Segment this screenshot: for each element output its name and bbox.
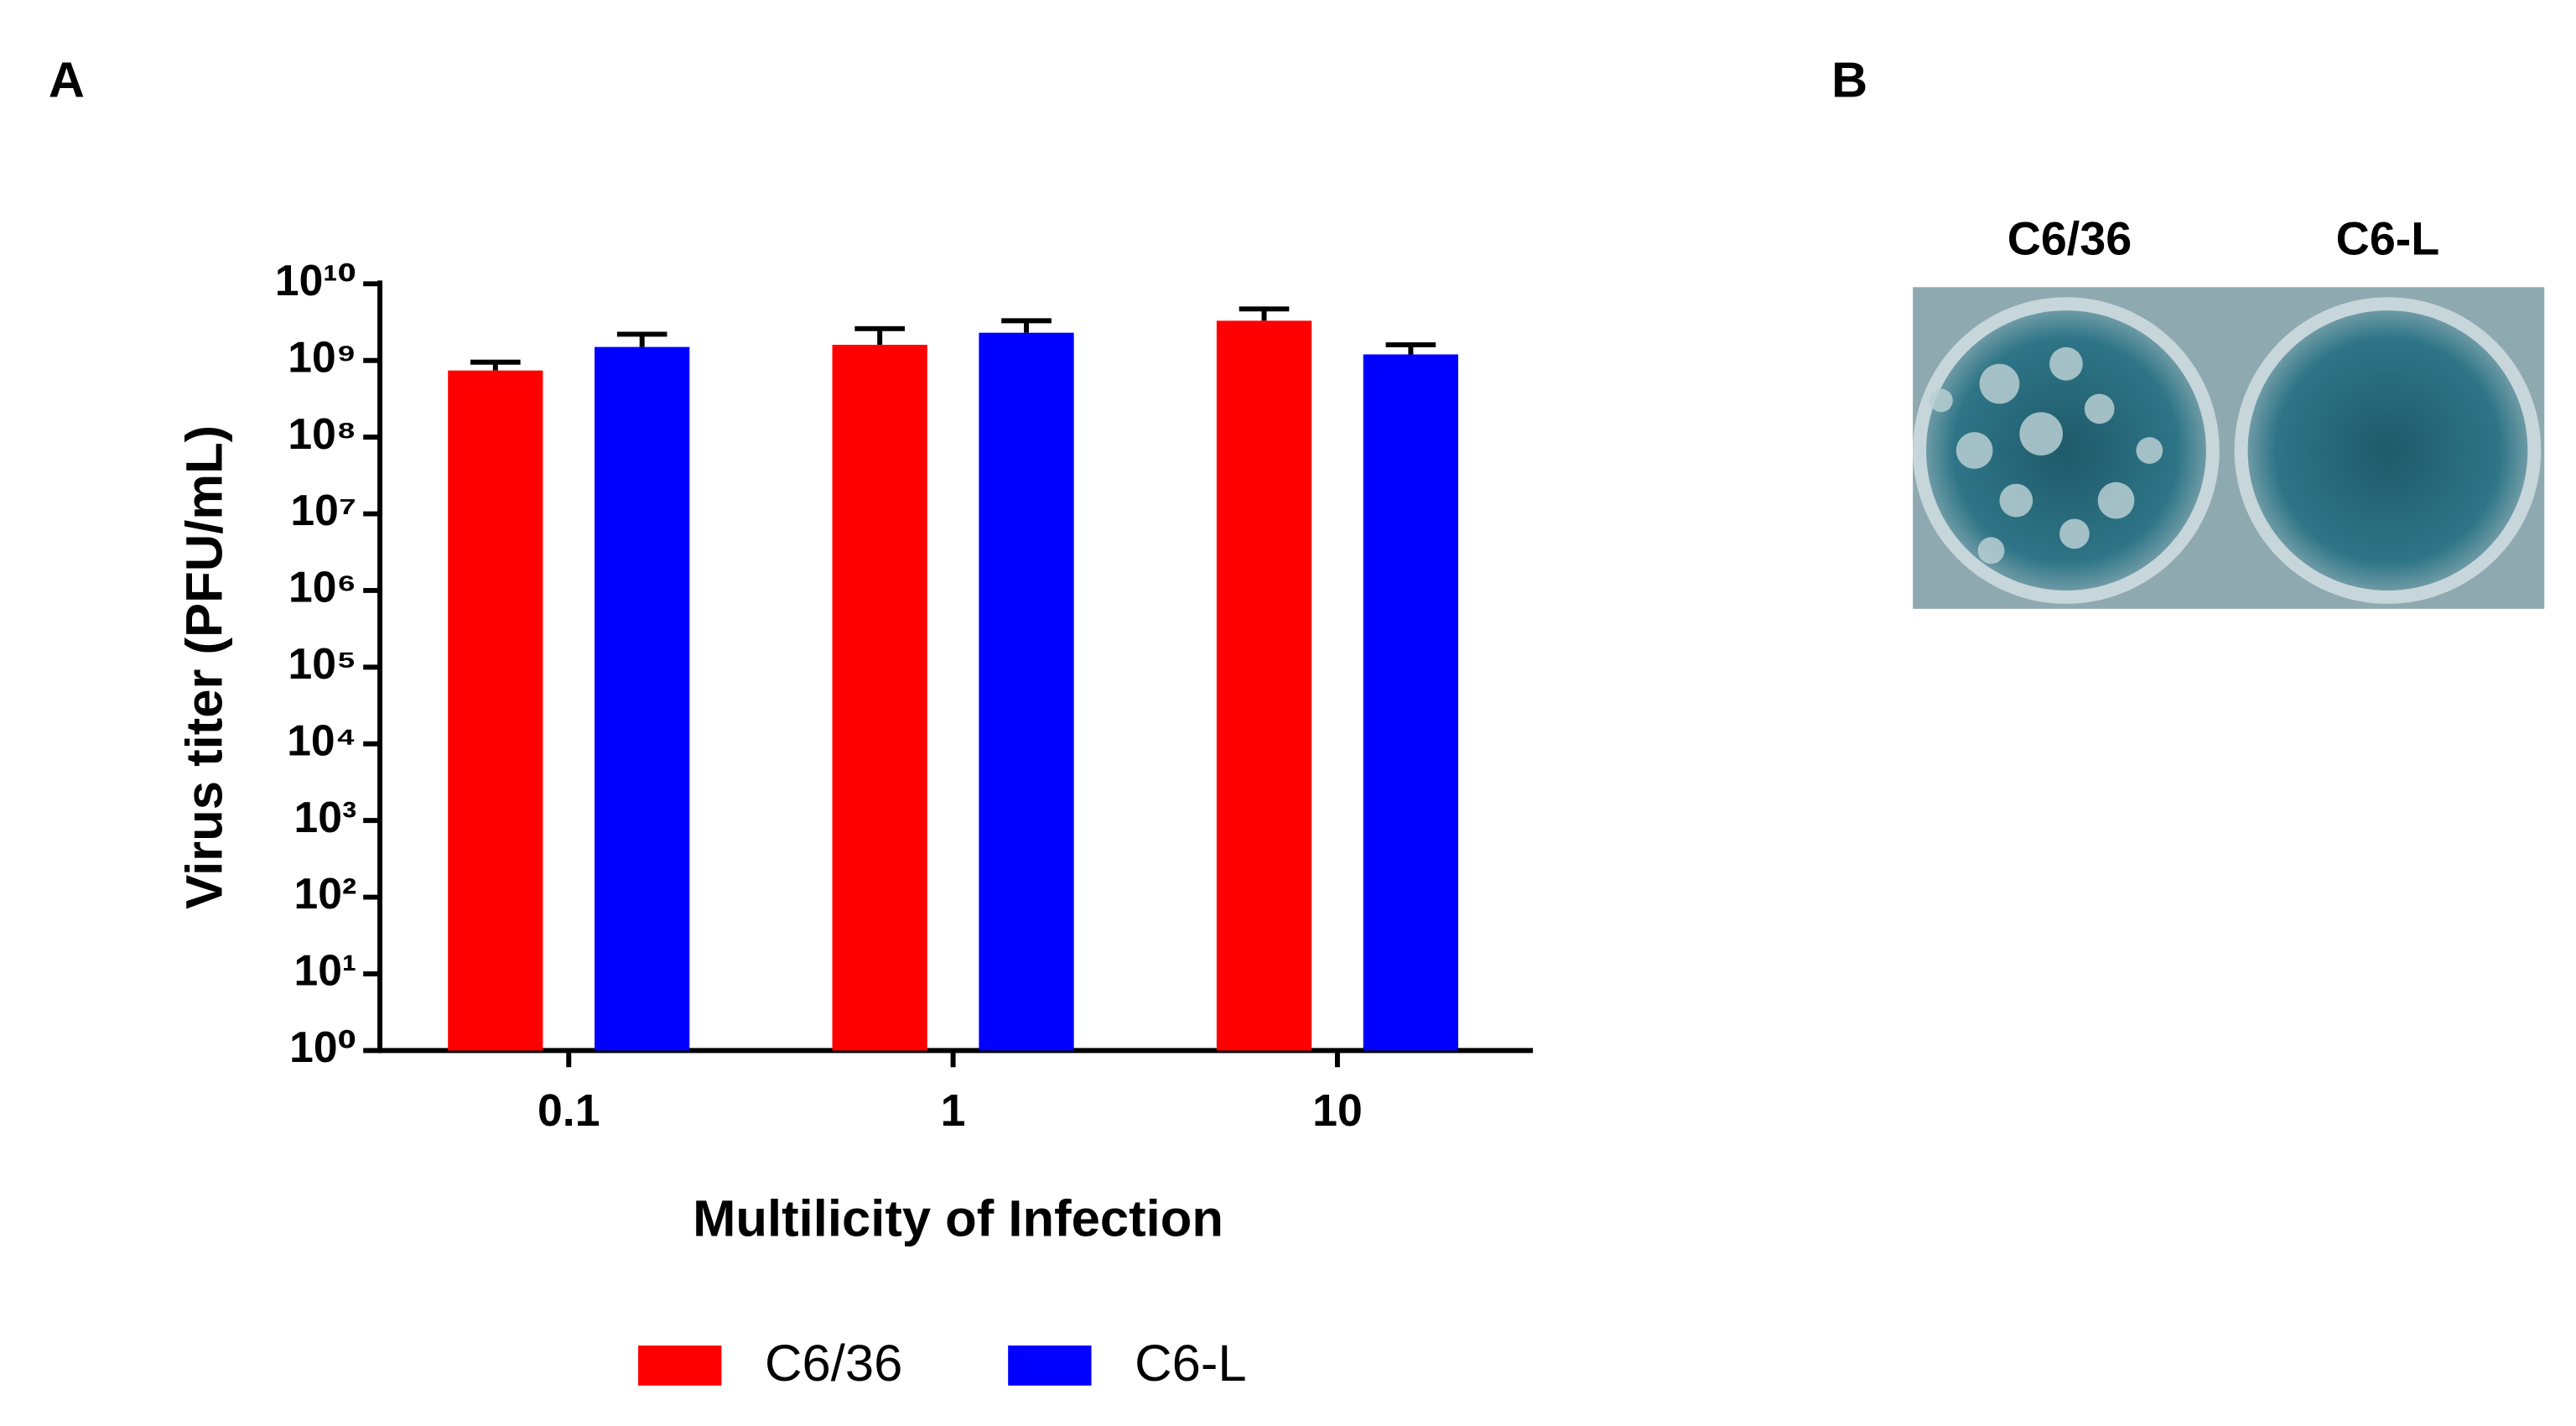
error-bar — [1001, 318, 1052, 333]
image-label: C6/36 — [2007, 212, 2132, 264]
x-tick-label: 1 — [941, 1085, 966, 1136]
error-bar — [1239, 306, 1290, 321]
y-tick-label: 10⁹ — [288, 332, 356, 381]
y-tick-label: 10⁴ — [287, 716, 356, 764]
x-tick-label: 10 — [1312, 1085, 1363, 1136]
panel-label: B — [1831, 52, 1867, 108]
bar — [1363, 354, 1459, 1051]
error-bar — [616, 331, 667, 347]
legend-swatch — [1008, 1345, 1092, 1386]
panel-label: A — [49, 52, 85, 108]
error-bar — [1385, 342, 1436, 355]
y-tick-label: 10⁷ — [290, 486, 356, 534]
plot: 10⁰ 10¹ 10² 10³ 10⁴ 10⁵ 10⁶ 10⁷ 10⁸ 10⁹ 10¹⁰ 0.1 1 10… — [275, 256, 1534, 1392]
y-tick-label: 10³ — [294, 793, 357, 841]
y-axis-label: Virus titer (PFU/mL) — [176, 425, 234, 909]
x-tick-label: 0.1 — [538, 1085, 600, 1136]
image-label: C6-L — [2336, 212, 2440, 264]
bar — [448, 370, 543, 1051]
y-tick-label: 10⁶ — [288, 563, 356, 612]
y-tick-label: 10⁰ — [289, 1023, 356, 1071]
y-tick-label: 10¹⁰ — [275, 256, 356, 304]
plaques — [1929, 346, 2163, 565]
well — [2247, 310, 2528, 591]
bar — [832, 345, 927, 1051]
legend-label: C6/36 — [765, 1335, 902, 1392]
error-bar — [470, 359, 521, 371]
y-tick-label: 10¹ — [294, 946, 357, 995]
bar — [979, 332, 1074, 1051]
y-tick-label: 10⁵ — [288, 639, 356, 688]
bar — [595, 346, 690, 1051]
y-tick-label: 10² — [294, 869, 357, 918]
x-axis-label: Multilicity of Infection — [693, 1189, 1223, 1247]
bar — [1216, 320, 1312, 1051]
legend-swatch — [638, 1345, 722, 1386]
plate-photo — [1913, 287, 2545, 609]
legend-label: C6-L — [1135, 1335, 1246, 1392]
y-tick-label: 10⁸ — [288, 409, 356, 458]
error-bar — [854, 325, 905, 346]
